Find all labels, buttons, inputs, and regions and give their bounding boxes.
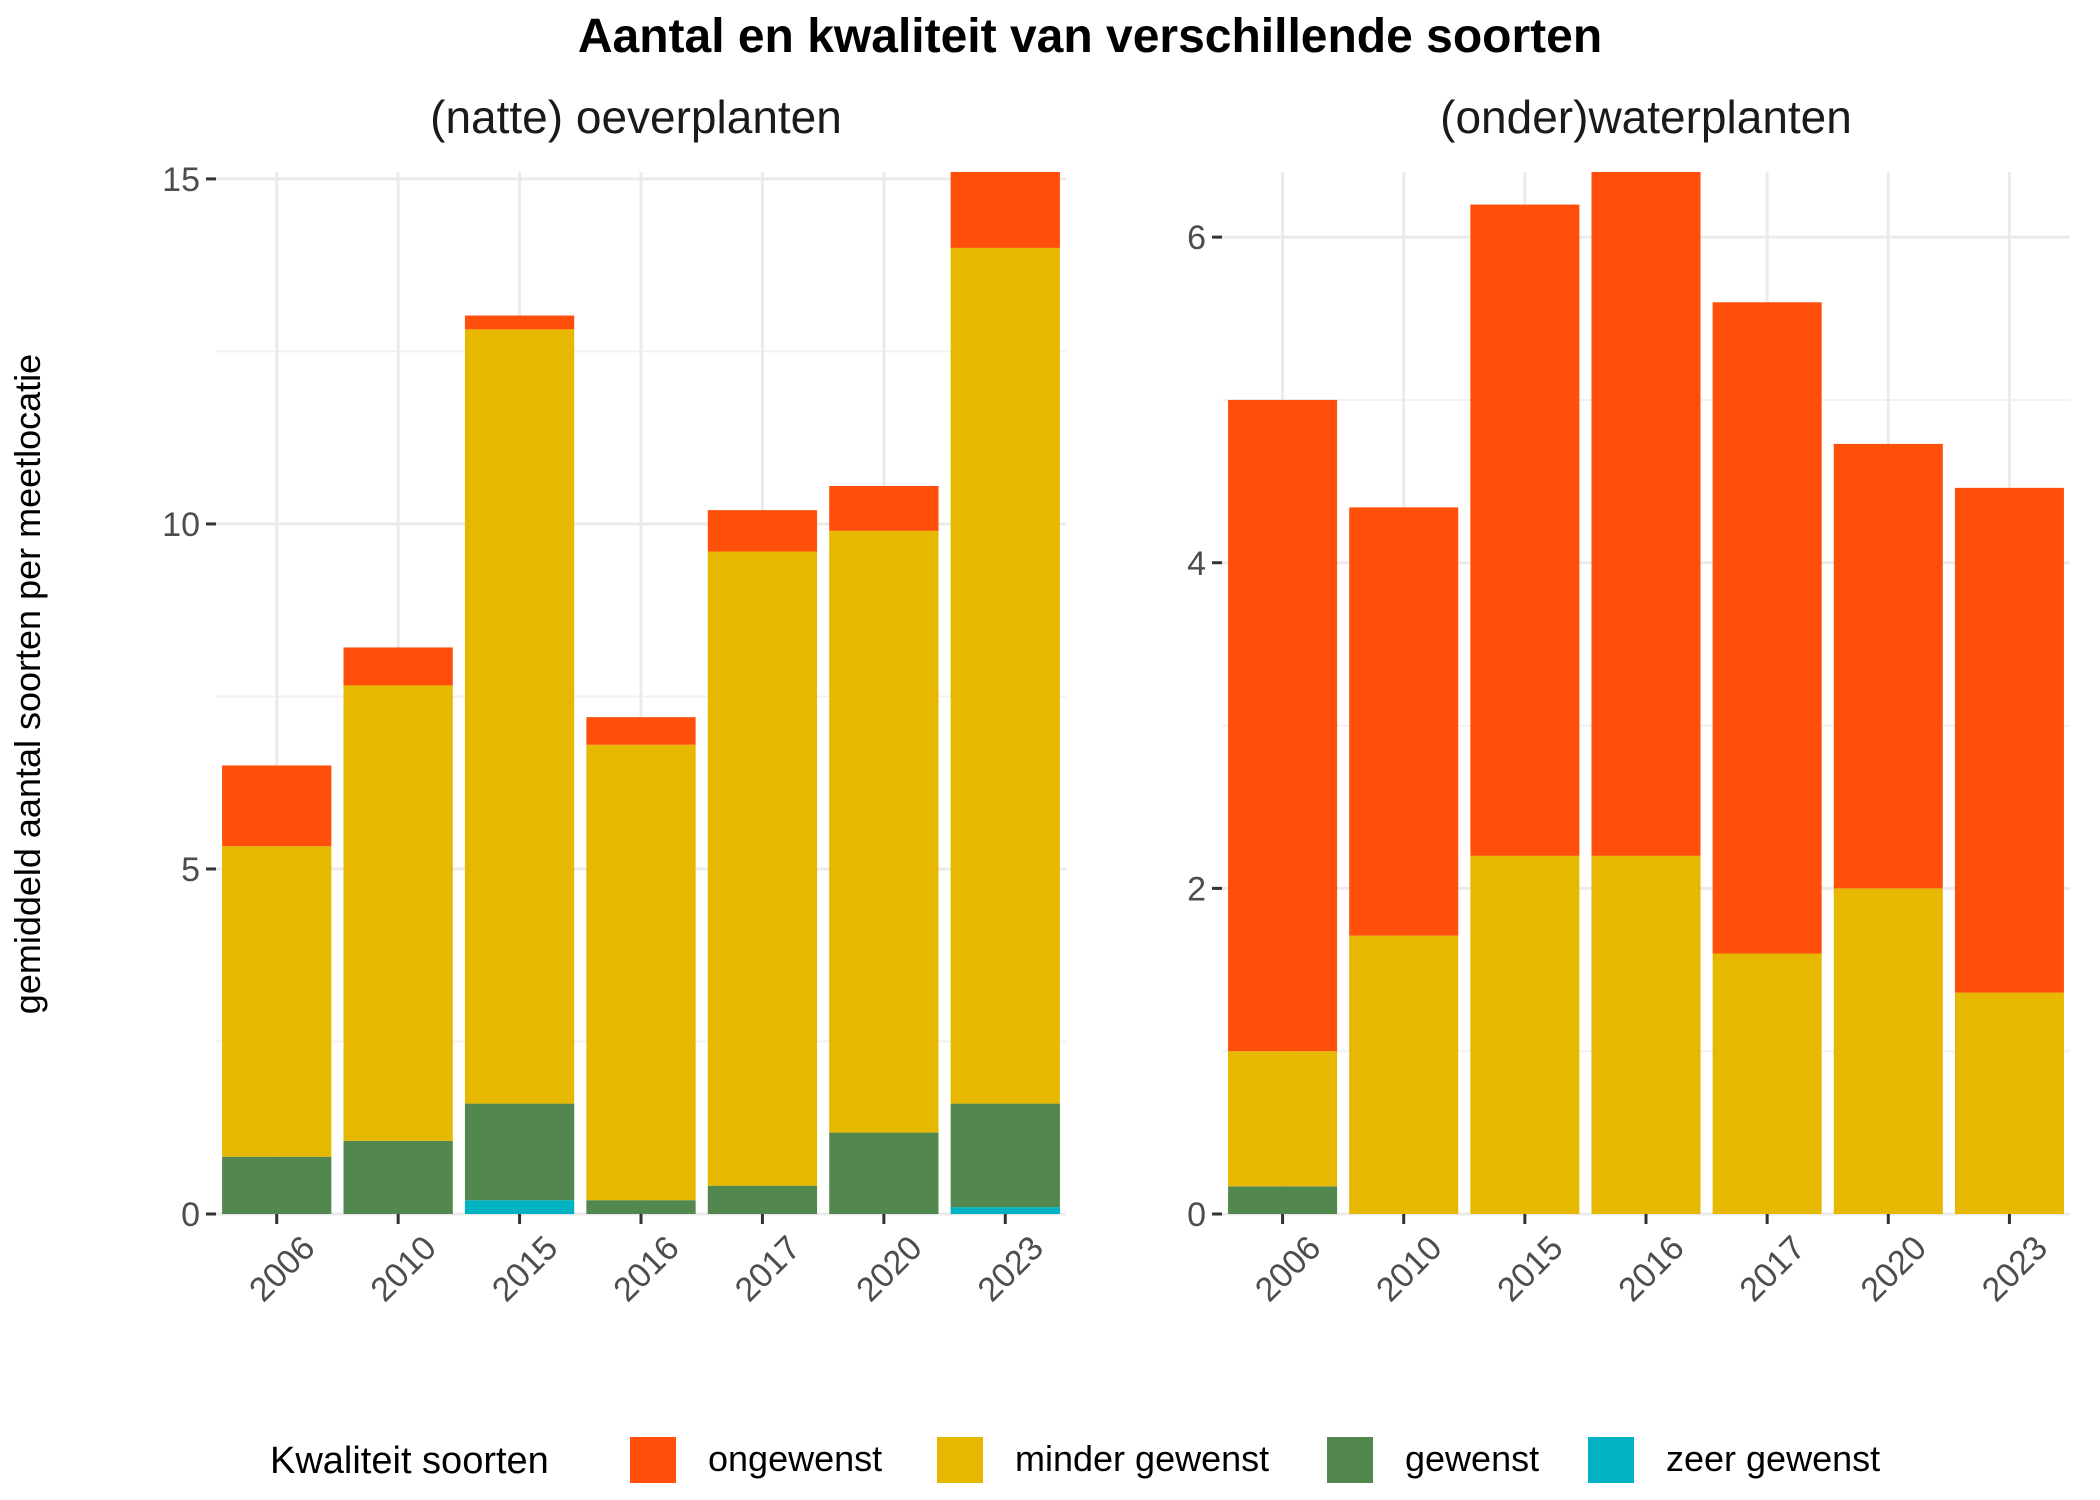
bar-ongewenst-2023 [1954,487,2064,993]
bar-minder-gewenst-2020 [829,530,939,1133]
legend-label-minder-gewenst: minder gewenst [1015,1438,1269,1479]
bar-minder-gewenst-2023 [1954,992,2064,1214]
x-tick-label: 2023 [971,1229,1051,1309]
y-tick-label: 0 [1187,1196,1206,1234]
y-axis-label: gemiddeld aantal soorten per meetlocatie [7,354,48,1014]
legend-label-gewenst: gewenst [1405,1438,1539,1479]
bar-gewenst-2015 [464,1103,575,1201]
bar-minder-gewenst-2017 [1712,953,1822,1214]
y-tick-label: 0 [181,1196,200,1234]
bar-minder-gewenst-2023 [950,247,1060,1104]
bar-minder-gewenst-2015 [464,329,575,1104]
bar-zeer-gewenst-2015 [464,1200,575,1214]
x-tick-label: 2015 [1490,1229,1570,1309]
x-tick-label: 2023 [1975,1229,2055,1309]
chart-title: Aantal en kwaliteit van verschillende so… [578,10,1602,63]
panel-oeverplanten: (natte) oeverplanten 0 5 10 15 2006 2010 2015 20… [162,91,1066,1309]
legend: Kwaliteit soorten ongewenst minder gewens… [270,1437,1880,1483]
bar-minder-gewenst-2006 [1228,1051,1338,1187]
bar-minder-gewenst-2020 [1833,888,1943,1214]
panel-waterplanten: (onder)waterplanten 0 2 4 6 2006 2010 2015 2016 2… [1187,91,2070,1309]
bar-minder-gewenst-2016 [586,744,696,1201]
bar-ongewenst-2016 [586,717,696,745]
bar-ongewenst-2017 [1712,302,1822,954]
legend-key-zeer-gewenst [1588,1437,1634,1483]
x-tick-label: 2017 [728,1229,808,1309]
legend-key-ongewenst [630,1437,676,1483]
panel-title: (natte) oeverplanten [430,91,842,143]
y-tick-label: 5 [181,851,200,889]
y-tick-label: 6 [1187,219,1206,257]
bar-minder-gewenst-2017 [707,551,818,1186]
legend-label-ongewenst: ongewenst [708,1438,882,1479]
bar-minder-gewenst-2016 [1591,855,1701,1214]
bar-gewenst-2016 [586,1200,696,1214]
bar-ongewenst-2016 [1591,172,1701,856]
bar-zeer-gewenst-2023 [950,1207,1060,1214]
y-tick-label: 10 [162,506,200,544]
y-tick-label: 15 [162,161,200,199]
bar-ongewenst-2017 [707,510,818,552]
bar-ongewenst-2015 [464,315,575,330]
bar-ongewenst-2010 [343,647,453,686]
bar-minder-gewenst-2010 [1349,935,1459,1214]
bar-ongewenst-2006 [222,765,332,847]
bar-ongewenst-2020 [829,485,939,531]
x-tick-label: 2016 [606,1229,686,1309]
x-tick-label: 2016 [1611,1229,1691,1309]
bar-gewenst-2010 [343,1140,453,1214]
panel-title: (onder)waterplanten [1440,91,1852,143]
bar-gewenst-2006 [1228,1186,1338,1214]
x-tick-label: 2010 [363,1229,443,1309]
bar-ongewenst-2006 [1228,399,1338,1052]
y-tick-label: 4 [1187,545,1206,583]
legend-label-zeer-gewenst: zeer gewenst [1666,1438,1880,1479]
bar-ongewenst-2010 [1349,507,1459,936]
x-tick-label: 2006 [242,1229,322,1309]
bar-gewenst-2020 [829,1132,939,1214]
bar-ongewenst-2015 [1470,204,1580,856]
y-tick-label: 2 [1187,870,1206,908]
bar-gewenst-2006 [222,1156,332,1214]
legend-title: Kwaliteit soorten [270,1440,549,1482]
legend-key-gewenst [1327,1437,1373,1483]
x-tick-label: 2020 [1854,1229,1934,1309]
x-tick-label: 2017 [1732,1229,1812,1309]
x-tick-label: 2020 [849,1229,929,1309]
bar-minder-gewenst-2010 [343,685,453,1141]
legend-key-minder-gewenst [937,1437,983,1483]
bar-minder-gewenst-2015 [1470,855,1580,1214]
bar-gewenst-2023 [950,1103,1060,1208]
x-tick-label: 2006 [1248,1229,1328,1309]
bar-minder-gewenst-2006 [222,846,332,1157]
bar-ongewenst-2023 [950,172,1060,248]
x-tick-label: 2010 [1369,1229,1449,1309]
x-tick-label: 2015 [485,1229,565,1309]
bar-ongewenst-2020 [1833,443,1943,889]
bar-gewenst-2017 [707,1185,818,1214]
